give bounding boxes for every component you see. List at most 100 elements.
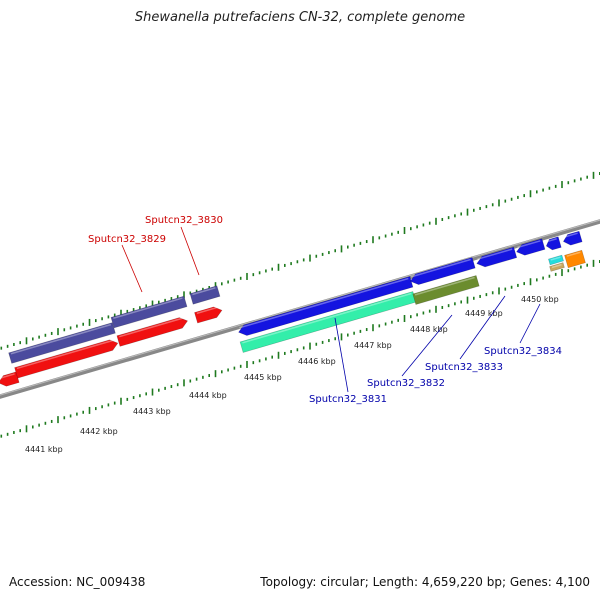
cds-arrow-sputcn32-3834[interactable] <box>515 238 546 257</box>
cds-block-sputcn32-3830-upper[interactable] <box>189 285 221 305</box>
upper-track-minor-tick <box>107 315 110 319</box>
lower-track-minor-tick <box>13 430 15 434</box>
lower-track-major-tick <box>309 342 311 350</box>
upper-track-minor-tick <box>441 217 444 221</box>
cds-arrow-sputcn32-3831[interactable] <box>237 276 414 338</box>
cds-block-tan[interactable] <box>549 262 565 272</box>
upper-track-major-tick <box>561 181 563 189</box>
upper-track-minor-tick <box>19 341 21 345</box>
lower-track-minor-tick <box>126 397 129 401</box>
lower-track-minor-tick <box>365 328 368 332</box>
lower-track-minor-tick <box>491 291 494 295</box>
upper-track-minor-tick <box>567 181 570 185</box>
gene-label-sputcn32_3832[interactable]: Sputcn32_3832 <box>367 378 445 389</box>
upper-track-minor-tick <box>334 249 336 253</box>
cds-block-left-upper[interactable] <box>8 322 116 364</box>
length-label: Length: <box>372 575 419 589</box>
upper-track-minor-tick <box>284 263 286 267</box>
lower-track-minor-tick <box>202 375 204 379</box>
upper-track-major-tick <box>466 208 469 216</box>
upper-track-minor-tick <box>82 322 84 326</box>
lower-track-minor-tick <box>69 414 72 418</box>
upper-track-minor-tick <box>580 177 582 181</box>
lower-track-minor-tick <box>460 300 462 304</box>
upper-track-major-tick <box>340 245 343 253</box>
genome-backbone-highlight <box>0 219 600 396</box>
cds-block-olive[interactable] <box>412 275 480 305</box>
lower-track-major-tick <box>214 370 217 378</box>
lower-track-minor-tick <box>441 305 444 309</box>
cds-block-sputcn32-3829-red[interactable] <box>116 316 189 347</box>
leader-line-sputcn32_3831 <box>334 317 349 393</box>
upper-track-minor-tick <box>139 306 141 310</box>
lower-track-major-tick <box>151 388 154 396</box>
upper-track-major-tick <box>214 282 217 290</box>
lower-track-minor-tick <box>359 329 362 333</box>
gene-label-sputcn32_3833[interactable]: Sputcn32_3833 <box>425 362 503 373</box>
upper-track-minor-tick <box>586 175 588 179</box>
upper-track-minor-tick <box>491 203 494 207</box>
gene-label-sputcn32_3829[interactable]: Sputcn32_3829 <box>88 234 166 245</box>
lower-track-minor-tick <box>290 350 292 354</box>
lower-track-minor-tick <box>44 421 47 425</box>
upper-track-major-tick <box>529 190 532 198</box>
upper-track-major-tick <box>151 300 154 308</box>
upper-track-major-tick <box>57 328 59 336</box>
leader-line-sputcn32_3830 <box>180 226 200 276</box>
lower-track-minor-tick <box>107 403 110 407</box>
lower-track-major-tick <box>372 324 374 332</box>
cds-block-sputcn32-3830-red[interactable] <box>194 305 223 324</box>
lower-track-minor-tick <box>573 267 576 271</box>
lower-track-minor-tick <box>428 309 431 313</box>
upper-track-minor-tick <box>548 186 551 190</box>
upper-track-minor-tick <box>573 179 576 183</box>
leader-line-sputcn32_3832 <box>401 314 453 377</box>
cds-arrow-small-a[interactable] <box>545 236 562 251</box>
cds-arrow-sputcn32-3833[interactable] <box>475 246 518 269</box>
lower-track-minor-tick <box>302 346 305 350</box>
gene-label-sputcn32_3834[interactable]: Sputcn32_3834 <box>484 346 562 357</box>
upper-track-minor-tick <box>233 278 236 282</box>
lower-track-minor-tick <box>239 364 242 368</box>
upper-track-major-tick <box>309 254 311 262</box>
upper-track-minor-tick <box>32 337 34 341</box>
tick-label-4445-kbp: 4445 kbp <box>244 373 282 382</box>
lower-track-minor-tick <box>164 386 166 390</box>
upper-track-minor-tick <box>347 245 349 249</box>
upper-track-minor-tick <box>410 227 412 231</box>
lower-track-minor-tick <box>517 283 519 287</box>
upper-track-minor-tick <box>397 230 399 234</box>
lower-track-minor-tick <box>548 274 551 278</box>
cds-arrow-small-b[interactable] <box>562 230 583 247</box>
upper-track-minor-tick <box>485 205 488 209</box>
cds-block-orange[interactable] <box>564 249 586 269</box>
gene-label-sputcn32_3830[interactable]: Sputcn32_3830 <box>145 215 223 226</box>
tick-track-upper <box>0 171 600 350</box>
upper-track-minor-tick <box>13 342 15 346</box>
cds-arrow-sputcn32-3832[interactable] <box>409 257 476 286</box>
lower-track-minor-tick <box>416 313 418 317</box>
upper-track-major-tick <box>183 291 185 299</box>
lower-track-major-tick <box>183 379 185 387</box>
lower-track-minor-tick <box>284 351 286 355</box>
cds-block-sputcn32-3829-upper[interactable] <box>110 295 188 329</box>
cds-block-cyan[interactable] <box>548 254 564 266</box>
cds-block-left-edge-red[interactable] <box>0 371 20 388</box>
accession-value: NC_009438 <box>76 575 146 589</box>
lower-track-minor-tick <box>384 322 387 326</box>
upper-track-minor-tick <box>302 258 305 262</box>
lower-track-minor-tick <box>233 366 236 370</box>
lower-track-minor-tick <box>50 419 53 423</box>
leader-line-sputcn32_3833 <box>459 295 506 360</box>
genome-stats: Topology: circular; Length: 4,659,220 bp… <box>260 575 590 589</box>
gene-label-sputcn32_3831[interactable]: Sputcn32_3831 <box>309 394 387 405</box>
upper-track-major-tick <box>277 263 280 271</box>
lower-track-minor-tick <box>19 429 21 433</box>
tick-label-4448-kbp: 4448 kbp <box>410 325 448 334</box>
cds-block-left-red[interactable] <box>14 338 120 379</box>
upper-track-minor-tick <box>554 184 557 188</box>
upper-track-minor-tick <box>265 269 267 273</box>
upper-track-major-tick <box>120 309 122 317</box>
lower-track-minor-tick <box>113 401 116 405</box>
